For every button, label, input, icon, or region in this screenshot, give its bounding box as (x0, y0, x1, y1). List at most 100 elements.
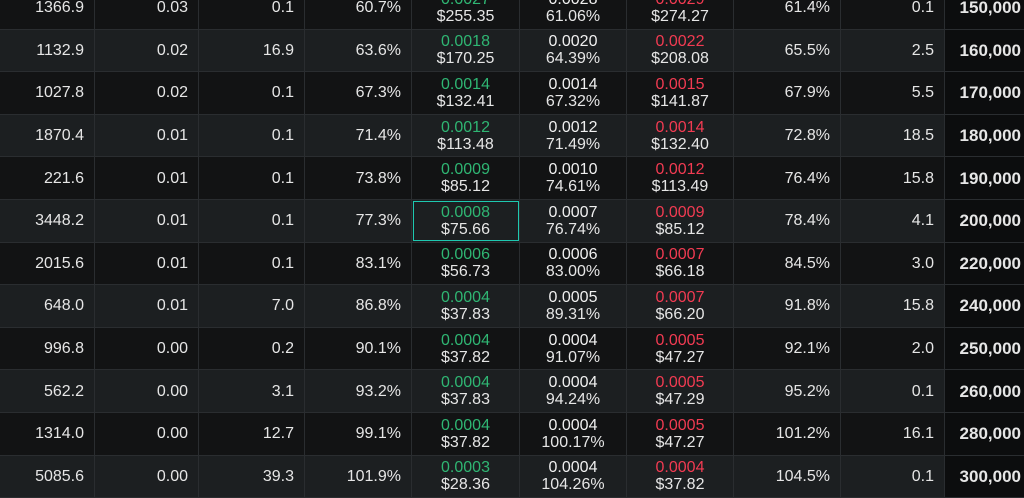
mark-cell[interactable]: 0.0004 94.24% (520, 370, 627, 412)
ask-cell[interactable]: 0.0029 $274.27 (627, 0, 734, 29)
strike-price-cell[interactable]: 160,000 (945, 29, 1024, 72)
cell-col-3[interactable]: 0.1 (199, 242, 305, 285)
table-row[interactable]: 1027.8 0.02 0.1 67.3% 0.0014 $132.41 0.0… (0, 72, 1024, 115)
table-row[interactable]: 1314.0 0.00 12.7 99.1% 0.0004 $37.82 0.0… (0, 412, 1024, 456)
cell-col-1[interactable]: 648.0 (0, 285, 95, 327)
strike-price-cell[interactable]: 240,000 (945, 285, 1024, 327)
table-row[interactable]: 562.2 0.00 3.1 93.2% 0.0004 $37.83 0.000… (0, 370, 1024, 413)
strike-price-cell[interactable]: 220,000 (945, 242, 1024, 285)
strike-price-cell[interactable]: 280,000 (945, 412, 1024, 455)
cell-col-2[interactable]: 0.00 (95, 412, 199, 455)
mark-cell[interactable]: 0.0012 71.49% (520, 114, 627, 157)
cell-col-4[interactable]: 101.9% (305, 455, 412, 498)
cell-col-3[interactable]: 39.3 (199, 455, 305, 498)
cell-col-4[interactable]: 73.8% (305, 157, 412, 199)
ask-cell[interactable]: 0.0015 $141.87 (627, 72, 734, 114)
cell-col-9[interactable]: 18.5 (841, 114, 945, 157)
table-row[interactable]: 221.6 0.01 0.1 73.8% 0.0009 $85.12 0.001… (0, 157, 1024, 200)
cell-col-9[interactable]: 15.8 (841, 157, 945, 199)
mark-cell[interactable]: 0.0004 100.17% (520, 412, 627, 455)
cell-col-3[interactable]: 0.1 (199, 0, 305, 29)
ask-cell[interactable]: 0.0009 $85.12 (627, 199, 734, 242)
mark-cell[interactable]: 0.0028 61.06% (520, 0, 627, 29)
cell-col-9[interactable]: 4.1 (841, 199, 945, 242)
cell-col-1[interactable]: 1870.4 (0, 114, 95, 157)
strike-price-cell[interactable]: 200,000 (945, 199, 1024, 242)
cell-col-2[interactable]: 0.01 (95, 285, 199, 327)
cell-col-4[interactable]: 63.6% (305, 29, 412, 72)
mark-cell[interactable]: 0.0010 74.61% (520, 157, 627, 199)
cell-col-4[interactable]: 83.1% (305, 242, 412, 285)
cell-col-9[interactable]: 16.1 (841, 412, 945, 455)
cell-col-9[interactable]: 5.5 (841, 72, 945, 114)
ask-cell[interactable]: 0.0005 $47.27 (627, 327, 734, 370)
bid-cell[interactable]: 0.0004 $37.82 (412, 327, 520, 370)
cell-col-1[interactable]: 996.8 (0, 327, 95, 370)
ask-cell[interactable]: 0.0004 $37.82 (627, 455, 734, 498)
cell-col-4[interactable]: 60.7% (305, 0, 412, 29)
cell-col-9[interactable]: 0.1 (841, 455, 945, 498)
table-row[interactable]: 1870.4 0.01 0.1 71.4% 0.0012 $113.48 0.0… (0, 114, 1024, 158)
cell-col-4[interactable]: 77.3% (305, 199, 412, 242)
bid-cell[interactable]: 0.0014 $132.41 (412, 72, 520, 114)
strike-price-cell[interactable]: 190,000 (945, 157, 1024, 199)
cell-col-9[interactable]: 2.0 (841, 327, 945, 370)
bid-cell[interactable]: 0.0006 $56.73 (412, 242, 520, 285)
ask-cell[interactable]: 0.0005 $47.29 (627, 370, 734, 412)
cell-col-2[interactable]: 0.02 (95, 29, 199, 72)
ask-cell[interactable]: 0.0012 $113.49 (627, 157, 734, 199)
cell-col-3[interactable]: 0.1 (199, 114, 305, 157)
cell-col-1[interactable]: 562.2 (0, 370, 95, 412)
cell-col-1[interactable]: 5085.6 (0, 455, 95, 498)
cell-col-8[interactable]: 104.5% (734, 455, 841, 498)
cell-col-8[interactable]: 76.4% (734, 157, 841, 199)
cell-col-3[interactable]: 0.2 (199, 327, 305, 370)
bid-cell[interactable]: 0.0004 $37.83 (412, 285, 520, 327)
cell-col-4[interactable]: 67.3% (305, 72, 412, 114)
cell-col-4[interactable]: 71.4% (305, 114, 412, 157)
cell-col-1[interactable]: 1366.9 (0, 0, 95, 29)
bid-cell[interactable]: 0.0027 $255.35 (412, 0, 520, 29)
cell-col-4[interactable]: 99.1% (305, 412, 412, 455)
cell-col-9[interactable]: 0.1 (841, 370, 945, 412)
cell-col-8[interactable]: 95.2% (734, 370, 841, 412)
mark-cell[interactable]: 0.0006 83.00% (520, 242, 627, 285)
cell-col-2[interactable]: 0.00 (95, 455, 199, 498)
cell-col-8[interactable]: 61.4% (734, 0, 841, 29)
cell-col-8[interactable]: 78.4% (734, 199, 841, 242)
cell-col-2[interactable]: 0.01 (95, 157, 199, 199)
cell-col-3[interactable]: 7.0 (199, 285, 305, 327)
bid-cell[interactable]: 0.0008 $75.66 (412, 199, 520, 242)
ask-cell[interactable]: 0.0014 $132.40 (627, 114, 734, 157)
strike-price-cell[interactable]: 150,000 (945, 0, 1024, 29)
table-row[interactable]: 648.0 0.01 7.0 86.8% 0.0004 $37.83 0.000… (0, 285, 1024, 328)
cell-col-8[interactable]: 65.5% (734, 29, 841, 72)
bid-cell[interactable]: 0.0003 $28.36 (412, 455, 520, 498)
mark-cell[interactable]: 0.0007 76.74% (520, 199, 627, 242)
cell-col-1[interactable]: 1314.0 (0, 412, 95, 455)
table-row[interactable]: 996.8 0.00 0.2 90.1% 0.0004 $37.82 0.000… (0, 327, 1024, 371)
strike-price-cell[interactable]: 300,000 (945, 455, 1024, 498)
mark-cell[interactable]: 0.0004 104.26% (520, 455, 627, 498)
cell-col-1[interactable]: 1027.8 (0, 72, 95, 114)
cell-col-2[interactable]: 0.01 (95, 199, 199, 242)
cell-col-2[interactable]: 0.02 (95, 72, 199, 114)
cell-col-1[interactable]: 3448.2 (0, 199, 95, 242)
cell-col-3[interactable]: 12.7 (199, 412, 305, 455)
table-row[interactable]: 5085.6 0.00 39.3 101.9% 0.0003 $28.36 0.… (0, 455, 1024, 498)
cell-col-9[interactable]: 2.5 (841, 29, 945, 72)
cell-col-3[interactable]: 16.9 (199, 29, 305, 72)
bid-cell[interactable]: 0.0018 $170.25 (412, 29, 520, 72)
cell-col-2[interactable]: 0.01 (95, 114, 199, 157)
strike-price-cell[interactable]: 250,000 (945, 327, 1024, 370)
cell-col-2[interactable]: 0.03 (95, 0, 199, 29)
bid-cell[interactable]: 0.0012 $113.48 (412, 114, 520, 157)
strike-price-cell[interactable]: 180,000 (945, 114, 1024, 157)
ask-cell[interactable]: 0.0005 $47.27 (627, 412, 734, 455)
cell-col-2[interactable]: 0.00 (95, 370, 199, 412)
table-row[interactable]: 1366.9 0.03 0.1 60.7% 0.0027 $255.35 0.0… (0, 0, 1024, 30)
strike-price-cell[interactable]: 170,000 (945, 72, 1024, 114)
cell-col-9[interactable]: 0.1 (841, 0, 945, 29)
ask-cell[interactable]: 0.0007 $66.20 (627, 285, 734, 327)
ask-cell[interactable]: 0.0022 $208.08 (627, 29, 734, 72)
